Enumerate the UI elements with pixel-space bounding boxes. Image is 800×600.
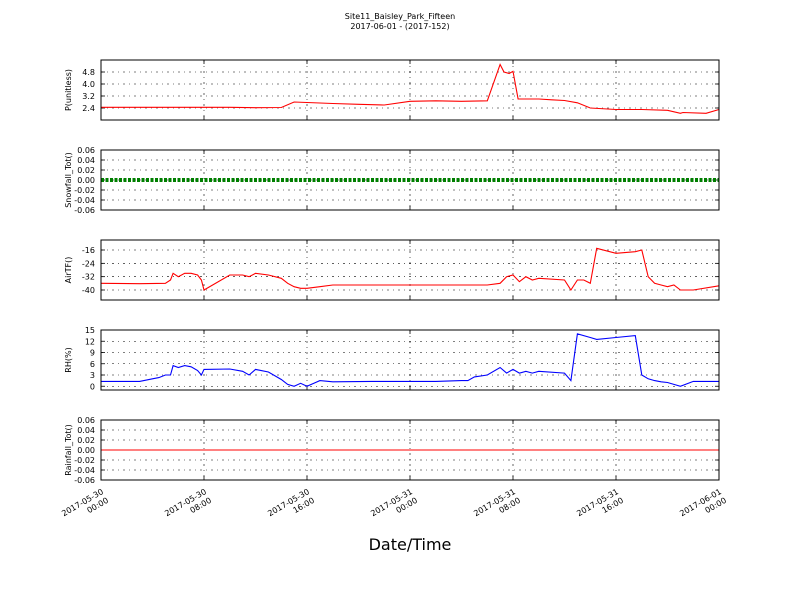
- plot-frame: [100, 149, 720, 211]
- y-tick-label: 0.06: [77, 146, 95, 155]
- plot-frame: [100, 59, 720, 121]
- plot-frame: [100, 239, 720, 301]
- y-tick-label: 0.00: [77, 176, 95, 185]
- figure-title: Site11_Baisley_Park_Fifteen: [345, 12, 455, 21]
- y-tick-label: 0.02: [77, 166, 95, 175]
- y-tick-label: 15: [85, 326, 95, 335]
- chart-panel-4: 0 3 6 9 12 15 RH(%): [64, 326, 720, 391]
- chart-panel-5: -0.06-0.04-0.020.000.020.040.06 Rainfall_…: [64, 416, 720, 485]
- y-tick-label: -0.06: [74, 206, 95, 215]
- y-tick-label: 0.02: [77, 436, 95, 445]
- y-axis-label: Snowfall_Tot(): [64, 152, 73, 208]
- y-tick-label: -0.04: [74, 466, 95, 475]
- y-tick-label: 0.00: [77, 446, 95, 455]
- plot-frame: [100, 419, 720, 481]
- y-tick-label: 3: [90, 371, 95, 380]
- y-axis-label: P(unitless): [64, 69, 73, 111]
- series-line: [100, 247, 720, 292]
- y-tick-label: -0.06: [74, 476, 95, 485]
- y-axis-label: AirTF(): [64, 257, 73, 284]
- plot-frame: [100, 329, 720, 391]
- y-tick-label: 0.04: [77, 156, 95, 165]
- y-tick-label: 4.8: [82, 68, 95, 77]
- y-tick-label: -0.02: [74, 456, 95, 465]
- y-tick-label: -24: [82, 259, 95, 268]
- y-tick-label: 12: [85, 337, 95, 346]
- figure-subtitle: 2017-06-01 - (2017-152): [350, 22, 449, 31]
- chart-panel-3: -40 -32 -24 -16 AirTF(): [64, 239, 720, 301]
- y-axis-label: RH(%): [64, 347, 73, 372]
- series-line: [101, 63, 720, 114]
- y-tick-label: 9: [90, 349, 95, 358]
- y-tick-label: 0.04: [77, 426, 95, 435]
- series-line: [101, 333, 719, 387]
- chart-panel-2: -0.06-0.04-0.020.000.020.040.06 Snowfall_…: [64, 146, 720, 215]
- y-tick-label: 0.06: [77, 416, 95, 425]
- chart-panel-1: 2.4 3.2 4.0 4.8 P(unitless): [64, 59, 720, 121]
- y-tick-label: 3.2: [82, 92, 95, 101]
- y-tick-label: 6: [90, 360, 95, 369]
- y-tick-label: 0: [90, 382, 95, 391]
- y-tick-label: -32: [82, 273, 95, 282]
- y-tick-label: 4.0: [82, 80, 95, 89]
- y-tick-label: -0.02: [74, 186, 95, 195]
- y-tick-label: 2.4: [82, 104, 95, 113]
- y-tick-label: -16: [82, 246, 95, 255]
- y-tick-label: -0.04: [74, 196, 95, 205]
- y-tick-label: -40: [82, 286, 95, 295]
- y-axis-label: Rainfall_Tot(): [64, 424, 73, 476]
- x-axis-label: Date/Time: [369, 535, 452, 554]
- panels: 2.43.24.04.8P(unitless)-0.06-0.04-0.020.…: [64, 59, 720, 485]
